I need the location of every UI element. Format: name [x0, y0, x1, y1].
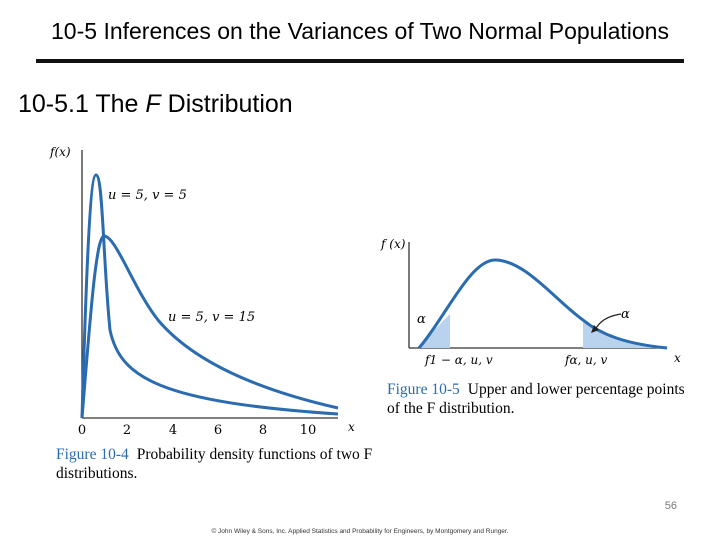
fig5-caption: Figure 10-5 Upper and lower percentage po… — [387, 380, 687, 418]
fig4-tick-4: 4 — [169, 423, 177, 438]
section-heading-italic: F — [145, 90, 161, 118]
fig5-upper-point: fα, u, v — [564, 353, 608, 367]
section-heading-suffix: Distribution — [160, 90, 293, 118]
fig4-caption-number: Figure 10-4 — [56, 446, 129, 463]
figure-10-4: f(x) x 0 2 4 6 8 10 u = 5, v = 5 u = 5, … — [49, 145, 355, 438]
fig4-label-v5: u = 5, v = 5 — [108, 188, 187, 203]
fig5-density-curve — [417, 258, 668, 350]
fig5-caption-number: Figure 10-5 — [387, 381, 460, 398]
fig4-tick-10: 10 — [300, 423, 317, 438]
fig5-alpha-left: α — [417, 312, 426, 327]
fig5-arrow — [594, 313, 622, 331]
title-divider — [36, 59, 684, 63]
section-heading-prefix: 10-5.1 The — [18, 90, 146, 118]
fig5-xlabel: x — [674, 351, 681, 365]
fig4-tick-6: 6 — [214, 423, 222, 438]
fig4-caption: Figure 10-4 Probability density functions… — [56, 445, 376, 483]
figure-10-5: f (x) x α α f1 − α, u, v fα, u, v — [380, 237, 681, 367]
fig5-caption-text: Upper and lower percentage points of the… — [387, 381, 685, 417]
section-heading: 10-5.1 The F Distribution — [18, 90, 293, 119]
fig5-arrowhead — [591, 325, 599, 333]
fig4-curve-v15 — [80, 234, 339, 419]
fig4-xlabel: x — [348, 420, 355, 434]
fig5-right-tail-shade — [583, 320, 667, 348]
fig4-caption-text: Probability density functions of two F d… — [56, 446, 373, 482]
fig5-lower-point: f1 − α, u, v — [424, 353, 493, 367]
fig4-tick-2: 2 — [123, 423, 131, 438]
fig4-label-v15: u = 5, v = 15 — [168, 310, 255, 325]
fig4-ticks: 0 2 4 6 8 10 — [78, 423, 316, 438]
fig4-curve-v5 — [80, 173, 339, 419]
copyright-footer: © John Wiley & Sons, Inc. Applied Statis… — [211, 528, 509, 535]
fig4-tick-8: 8 — [259, 423, 267, 438]
fig4-ylabel: f(x) — [49, 145, 71, 159]
page-number: 56 — [664, 500, 677, 512]
fig5-alpha-right: α — [621, 307, 630, 322]
fig4-tick-0: 0 — [78, 423, 86, 438]
fig5-ylabel: f (x) — [380, 237, 406, 251]
slide-title: 10-5 Inferences on the Variances of Two … — [51, 18, 669, 44]
